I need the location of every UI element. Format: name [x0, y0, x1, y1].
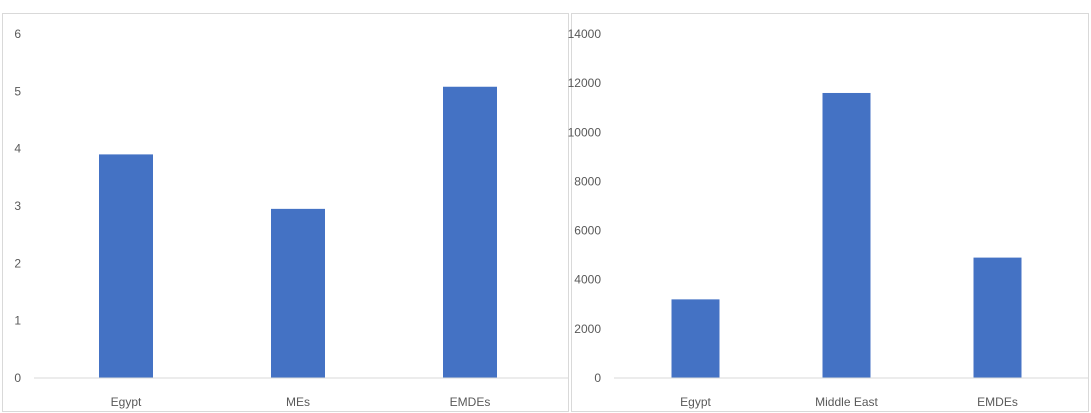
bar-chart-right: 0 2000 4000 6000 8000 10000 12000 14000 Egypt Mid…	[568, 27, 1088, 409]
y-tick-label-right-3: 6000	[574, 224, 601, 238]
y-tick-label-right-6: 12000	[568, 76, 602, 90]
y-tick-label-left-4: 4	[14, 142, 21, 156]
y-tick-label-left-2: 2	[14, 256, 21, 270]
y-tick-label-right-2: 4000	[574, 273, 601, 287]
chart-panel-right: 0 2000 4000 6000 8000 10000 12000 14000 Egypt Mid…	[568, 13, 1089, 412]
bar-right-2	[973, 257, 1022, 378]
y-tick-label-left-3: 3	[14, 199, 21, 213]
y-tick-label-left-0: 0	[14, 371, 21, 385]
y-tick-label-left-6: 6	[14, 27, 21, 41]
y-tick-label-right-1: 2000	[574, 322, 601, 336]
bar-right-1	[822, 92, 871, 378]
x-category-label-right-1: Middle East	[815, 395, 878, 409]
y-tick-label-right-5: 10000	[568, 125, 602, 139]
y-tick-label-right-0: 0	[594, 371, 601, 385]
bar-chart-left: 0 1 2 3 4 5 6 Egypt MEs EMDEs	[14, 27, 568, 409]
bar-left-0	[99, 154, 153, 378]
y-tick-label-right-7: 14000	[568, 27, 602, 41]
x-category-label-left-2: EMDEs	[450, 395, 491, 409]
x-category-label-right-2: EMDEs	[977, 395, 1018, 409]
x-category-label-left-0: Egypt	[111, 395, 142, 409]
x-category-label-right-0: Egypt	[680, 395, 711, 409]
bar-left-1	[271, 208, 325, 378]
chart-panel-left: 0 1 2 3 4 5 6 Egypt MEs EMDEs	[2, 13, 569, 412]
bar-right-0	[671, 299, 720, 378]
x-category-label-left-1: MEs	[286, 395, 310, 409]
y-tick-label-left-1: 1	[14, 314, 21, 328]
y-tick-label-left-5: 5	[14, 84, 21, 98]
bar-left-2	[443, 86, 497, 378]
y-tick-label-right-4: 8000	[574, 174, 601, 188]
